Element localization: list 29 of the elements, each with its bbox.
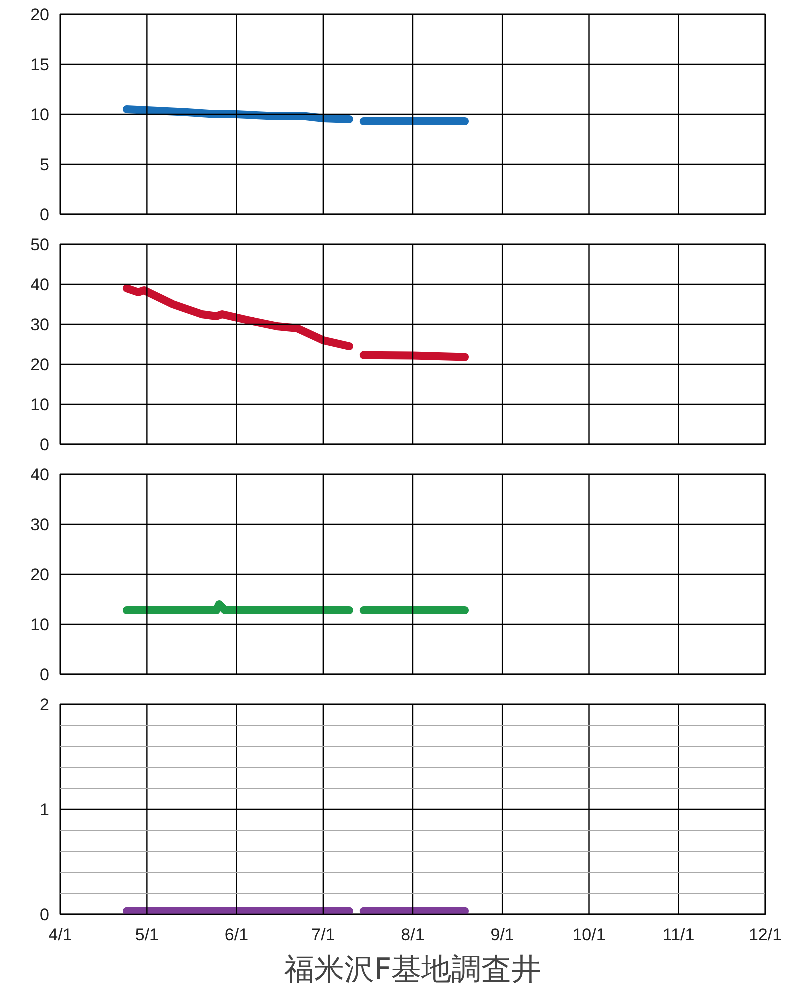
y-tick-label: 1 [40, 800, 50, 820]
y-tick-label: 30 [30, 516, 50, 534]
y-tick-label: 30 [30, 316, 50, 334]
y-tick-label: 10 [30, 106, 50, 124]
x-tick-label: 7/1 [312, 926, 336, 944]
y-tick-label: 20 [30, 6, 50, 24]
x-tick-label: 8/1 [401, 926, 425, 944]
x-tick-label: 6/1 [224, 926, 249, 944]
y-tick-label: 50 [30, 236, 50, 254]
x-tick-label: 4/1 [48, 926, 72, 944]
x-tick-label: 12/1 [748, 926, 782, 944]
y-tick-label: 0 [40, 436, 50, 454]
y-tick-label: 40 [30, 276, 50, 294]
y-tick-label: 20 [30, 566, 50, 584]
y-tick-label: 10 [30, 616, 50, 634]
x-tick-label: 9/1 [490, 926, 514, 944]
y-tick-label: 5 [40, 156, 50, 174]
y-tick-label: 15 [30, 56, 50, 74]
x-tick-label: 10/1 [572, 926, 606, 944]
y-tick-label: 2 [40, 696, 50, 714]
y-tick-label: 0 [40, 206, 50, 224]
y-tick-label: 20 [30, 356, 50, 374]
y-tick-label: 10 [30, 396, 50, 414]
y-tick-label: 0 [40, 666, 50, 684]
x-axis-title: 福米沢F基地調査井 [284, 952, 542, 988]
y-tick-label: 40 [30, 466, 50, 484]
x-tick-label: 5/1 [135, 926, 160, 944]
x-tick-label: 11/1 [662, 926, 695, 944]
y-tick-label: 0 [40, 906, 50, 924]
